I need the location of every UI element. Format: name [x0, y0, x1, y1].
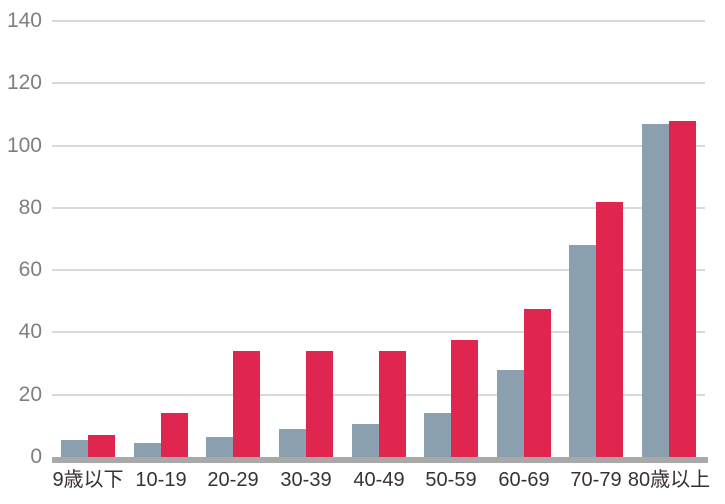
bar-series-2-red-4	[306, 351, 333, 457]
gridline-60	[52, 269, 705, 272]
y-axis-tick-label: 40	[18, 320, 42, 344]
bar-series-1-gray-blue-4	[279, 429, 306, 457]
y-axis-tick-label: 100	[6, 133, 42, 157]
x-axis-category-label: 30-39	[280, 469, 332, 491]
x-axis-category-label: 80歳以上	[627, 469, 711, 491]
x-axis-category-label: 9歳以下	[52, 469, 124, 491]
gridline-120	[52, 82, 705, 85]
bar-series-1-gray-blue-3	[206, 437, 233, 457]
bar-series-2-red-8	[596, 202, 623, 457]
y-axis-tick-label: 60	[18, 258, 42, 282]
gridline-80	[52, 206, 705, 209]
y-axis-tick-label: 20	[18, 382, 42, 406]
bar-series-2-red-6	[451, 340, 478, 457]
x-axis-category-label: 60-69	[498, 469, 550, 491]
gridline-100	[52, 144, 705, 147]
x-axis-category-label: 50-59	[425, 469, 477, 491]
y-axis-tick-label: 0	[30, 445, 42, 468]
bar-series-1-gray-blue-1	[61, 440, 88, 457]
y-axis-tick-label: 140	[6, 9, 42, 32]
gridline-140	[52, 20, 705, 22]
bar-series-1-gray-blue-9	[642, 124, 669, 457]
bar-series-1-gray-blue-8	[569, 245, 596, 457]
x-axis-category-label: 10-19	[135, 469, 187, 491]
bar-series-2-red-1	[88, 435, 115, 457]
y-axis-tick-label: 80	[18, 195, 42, 219]
x-axis-category-label: 40-49	[353, 469, 405, 491]
bar-series-2-red-5	[379, 351, 406, 457]
gridline-20	[52, 393, 705, 396]
bar-series-1-gray-blue-6	[424, 413, 451, 457]
bar-series-2-red-9	[669, 121, 696, 457]
x-axis-category-label: 70-79	[570, 469, 622, 491]
bar-series-1-gray-blue-5	[352, 424, 379, 457]
gridline-40	[52, 331, 705, 334]
x-axis-category-label: 20-29	[207, 469, 259, 491]
x-axis-line	[52, 457, 708, 463]
bar-series-1-gray-blue-7	[497, 370, 524, 457]
y-axis-tick-label: 120	[6, 71, 42, 95]
bar-series-2-red-2	[161, 413, 188, 457]
bar-series-2-red-3	[233, 351, 260, 457]
bar-series-2-red-7	[524, 309, 551, 457]
bar-series-1-gray-blue-2	[134, 443, 161, 457]
